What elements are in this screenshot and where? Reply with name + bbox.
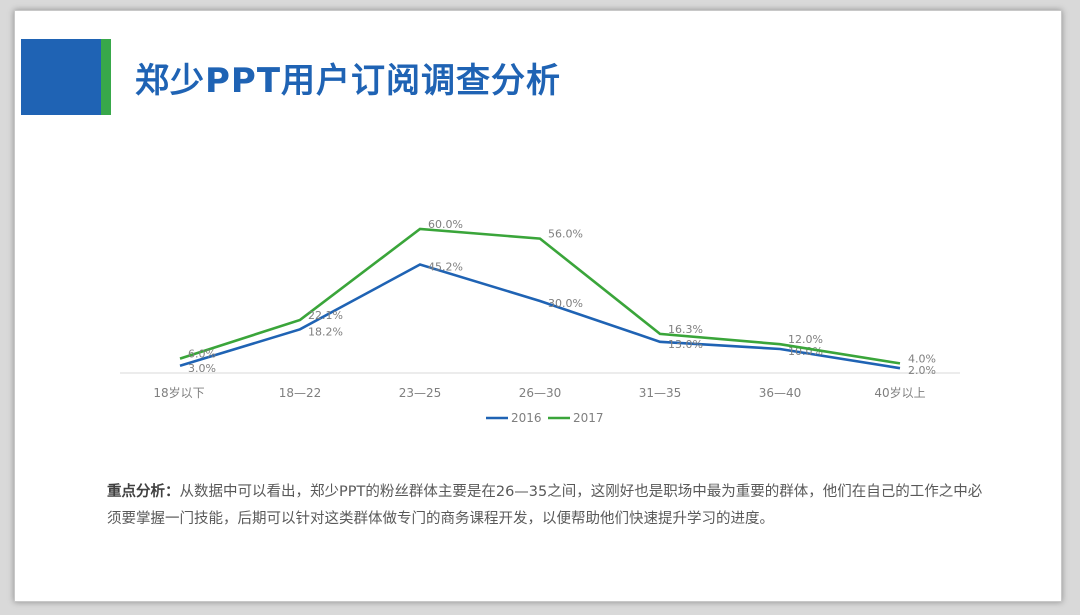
x-tick-label: 26—30	[519, 386, 562, 400]
analysis-paragraph: 重点分析：从数据中可以看出，郑少PPT的粉丝群体主要是在26—35之间，这刚好也…	[107, 479, 987, 533]
legend-label: 2016	[511, 411, 542, 425]
x-tick-label: 18—22	[279, 386, 322, 400]
data-label: 12.0%	[788, 333, 823, 346]
data-label: 16.3%	[668, 323, 703, 336]
data-label: 60.0%	[428, 218, 463, 231]
data-label: 4.0%	[908, 352, 936, 365]
data-label: 6.0%	[188, 348, 216, 361]
page-title: 郑少PPT用户订阅调查分析	[135, 61, 562, 101]
data-label: 45.2%	[428, 261, 463, 274]
analysis-text: 从数据中可以看出，郑少PPT的粉丝群体主要是在26—35之间，这刚好也是职场中最…	[107, 484, 983, 527]
series-line-2017	[179, 227, 901, 365]
data-label: 3.0%	[188, 362, 216, 375]
x-tick-label: 18岁以下	[153, 385, 204, 400]
series-line-2016	[179, 263, 901, 370]
title-accent-green-block	[101, 39, 111, 115]
data-label: 30.0%	[548, 297, 583, 310]
analysis-label: 重点分析：	[107, 484, 180, 500]
data-label: 13.0%	[668, 338, 703, 351]
data-label: 22.1%	[308, 309, 343, 322]
x-tick-label: 23—25	[399, 386, 442, 400]
legend-label: 2017	[573, 411, 604, 425]
data-label: 56.0%	[548, 228, 583, 241]
x-tick-label: 40岁以上	[874, 385, 925, 400]
title-accent-blue-block	[21, 39, 101, 115]
x-tick-label: 31—35	[639, 386, 682, 400]
x-tick-label: 36—40	[759, 386, 802, 400]
data-label: 10.0%	[788, 345, 823, 358]
data-label: 18.2%	[308, 325, 343, 338]
data-label: 2.0%	[908, 364, 936, 377]
slide: 郑少PPT用户订阅调查分析 重点分析：从数据中可以看出，郑少PPT的粉丝群体主要…	[14, 10, 1062, 602]
